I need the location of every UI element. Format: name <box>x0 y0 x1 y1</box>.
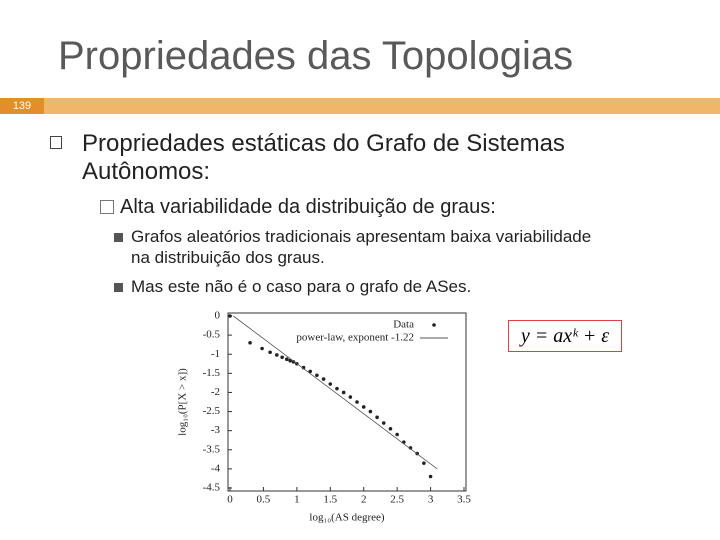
y-tick-label: -4.5 <box>203 482 221 494</box>
y-tick-label: -2.5 <box>203 405 221 417</box>
data-point <box>395 432 399 437</box>
x-tick-label: 2 <box>361 494 367 506</box>
data-point <box>280 355 284 360</box>
data-point <box>301 365 306 370</box>
data-point <box>285 357 289 361</box>
legend-label: Data <box>393 319 414 331</box>
data-point <box>268 350 272 355</box>
bullet-icon <box>50 136 62 149</box>
fit-line <box>233 315 438 470</box>
data-point <box>260 346 264 351</box>
y-axis-label: log₁₀(P[X > x]) <box>177 368 189 436</box>
data-point <box>355 400 359 404</box>
data-point <box>288 358 292 363</box>
y-tick-label: -3.5 <box>203 443 221 455</box>
x-axis-label: log₁₀(AS degree) <box>309 512 385 524</box>
y-tick-label: -4 <box>211 462 221 474</box>
bullet-icon <box>100 200 114 214</box>
y-tick-label: 0 <box>215 310 221 322</box>
y-tick-label: -1.5 <box>203 367 221 379</box>
bullet-text: Alta variabilidade da distribuição de gr… <box>120 196 496 218</box>
plot-frame <box>227 312 467 492</box>
x-tick-label: 1 <box>294 494 300 506</box>
bullet-text: Mas este não é o caso para o grafo de AS… <box>131 277 472 296</box>
equation: y = axᵏ + ε <box>508 320 622 352</box>
data-point <box>315 373 319 378</box>
data-point <box>428 474 433 479</box>
data-point <box>291 360 296 364</box>
data-point <box>361 405 366 409</box>
bullet-icon <box>114 233 123 242</box>
data-point <box>422 461 426 465</box>
data-point <box>388 426 393 431</box>
data-point <box>341 390 346 395</box>
y-tick-label: -2 <box>211 386 220 398</box>
bullet-text: Propriedades estáticas do Grafo de Siste… <box>82 130 565 185</box>
x-tick-label: 0 <box>227 494 233 506</box>
slide-number: 139 <box>0 98 44 114</box>
x-tick-label: 3.5 <box>457 494 471 506</box>
x-tick-label: 3 <box>428 494 434 506</box>
bullet-text: Grafos aleatórios tradicionais apresenta… <box>131 227 592 267</box>
data-point <box>375 415 379 420</box>
data-point <box>408 446 413 450</box>
y-tick-label: -3 <box>211 424 221 436</box>
data-point <box>275 353 279 357</box>
data-point <box>308 369 313 374</box>
data-point <box>248 340 252 345</box>
data-point <box>381 421 386 425</box>
y-tick-label: -1 <box>211 348 220 360</box>
data-point <box>228 314 232 318</box>
data-point <box>321 377 326 381</box>
data-point <box>335 386 339 391</box>
y-tick-label: -0.5 <box>203 329 221 341</box>
data-point <box>368 409 373 414</box>
legend-marker <box>432 323 436 327</box>
x-tick-label: 2.5 <box>390 494 404 506</box>
data-point <box>348 395 353 399</box>
x-tick-label: 1.5 <box>323 494 337 506</box>
slide-title: Propriedades das Topologias <box>58 34 574 78</box>
legend-label: power-law, exponent -1.22 <box>296 332 414 344</box>
data-point <box>328 382 333 386</box>
bullet-icon <box>114 283 123 292</box>
x-tick-label: 0.5 <box>257 494 271 506</box>
header-bar <box>0 98 720 114</box>
